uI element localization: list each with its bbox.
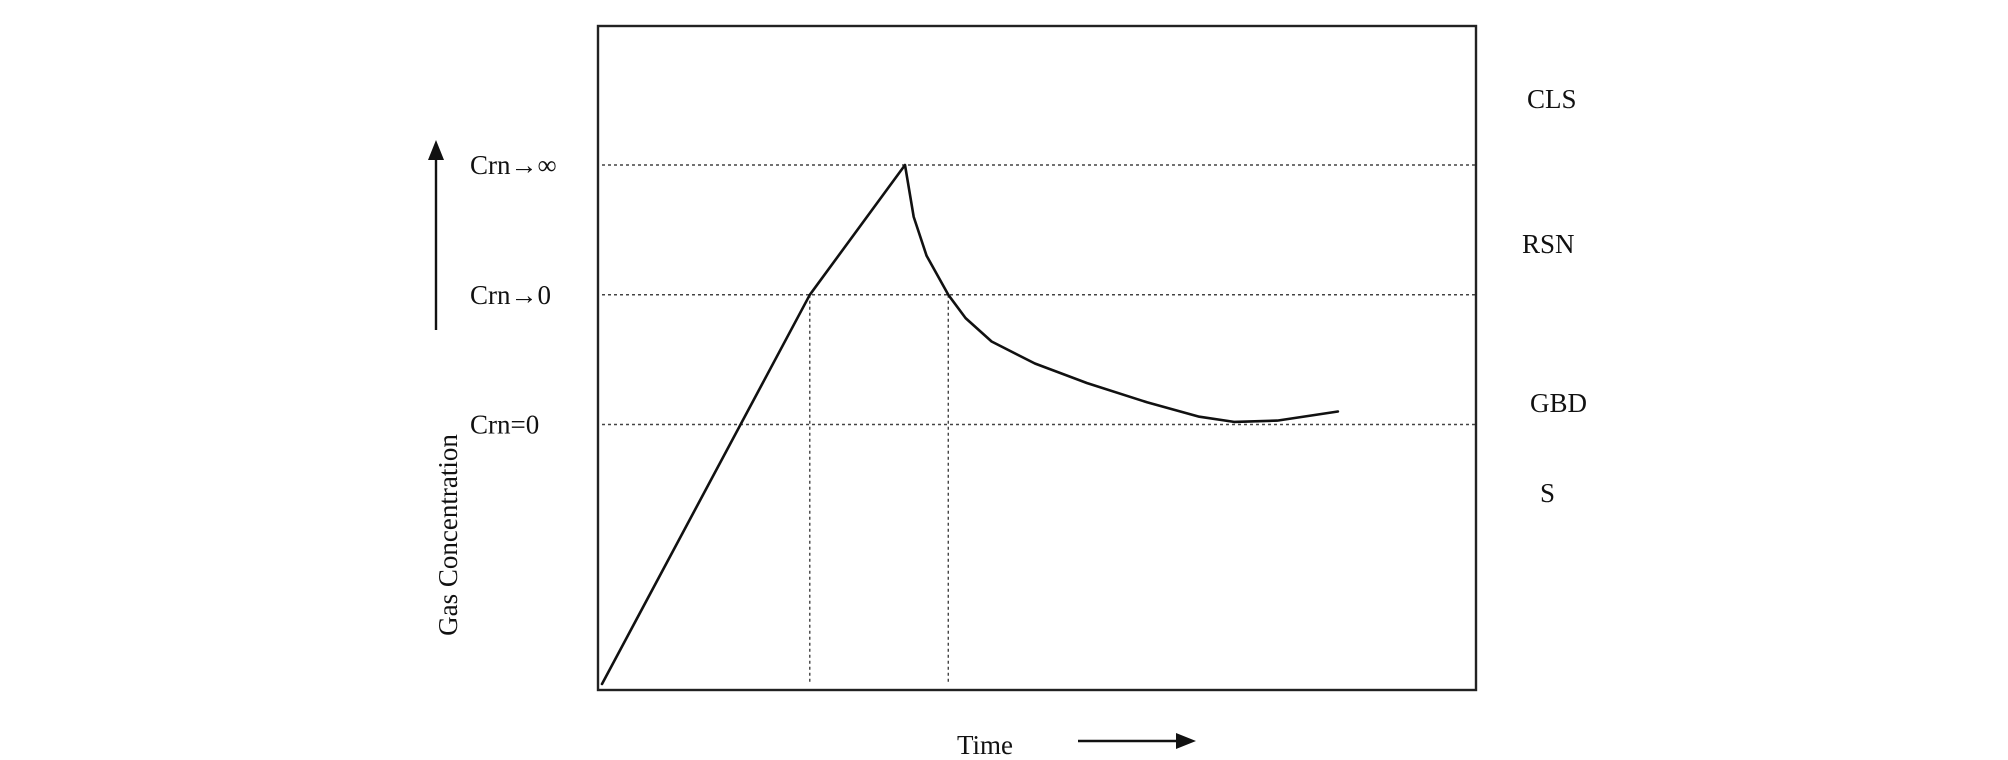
y-level-label-2: Crn=0 bbox=[470, 410, 539, 440]
region-label-gbd: GBD bbox=[1530, 388, 1587, 418]
y-level-label-0: Crn→∞ bbox=[470, 150, 557, 180]
y-axis-arrow-icon bbox=[428, 140, 444, 330]
y-axis-label: Gas Concentration bbox=[433, 434, 463, 636]
region-labels: CLS RSN GBD S bbox=[1522, 84, 1587, 508]
region-label-cls: CLS bbox=[1527, 84, 1577, 114]
region-label-rsn: RSN bbox=[1522, 229, 1575, 259]
region-label-s: S bbox=[1540, 478, 1555, 508]
x-axis-arrow-icon bbox=[1078, 733, 1196, 749]
gas-concentration-curve bbox=[600, 163, 1340, 686]
x-axis-label: Time bbox=[957, 730, 1013, 760]
y-level-labels: Crn→∞ Crn→0 Crn=0 bbox=[470, 150, 557, 440]
y-level-label-1: Crn→0 bbox=[470, 280, 551, 310]
plot-frame bbox=[596, 24, 1478, 692]
guide-lines bbox=[602, 164, 1476, 684]
